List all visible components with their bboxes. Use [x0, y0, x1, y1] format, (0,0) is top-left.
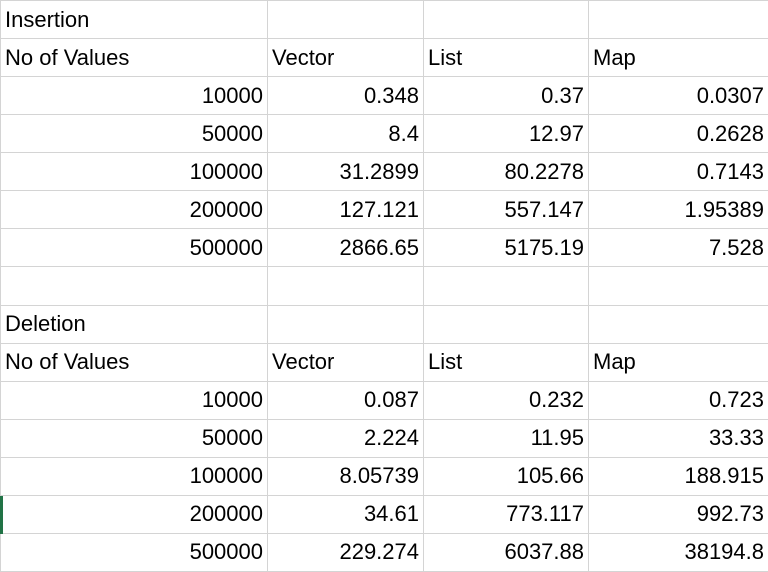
table-row: 200000 34.61 773.117 992.73	[0, 494, 768, 534]
deletion-value-cell[interactable]: 229.274	[267, 532, 424, 572]
insertion-value-cell[interactable]: 1.95389	[588, 190, 768, 230]
insertion-title-row: Insertion	[0, 0, 768, 40]
deletion-header-row: No of Values Vector List Map	[0, 342, 768, 382]
deletion-value-cell[interactable]: 773.117	[423, 494, 589, 534]
selected-cell-marker	[0, 496, 3, 534]
empty-cell[interactable]	[588, 266, 768, 306]
deletion-header-cell[interactable]: No of Values	[0, 342, 268, 382]
empty-cell[interactable]	[267, 304, 424, 344]
empty-cell[interactable]	[588, 0, 768, 40]
insertion-title-cell[interactable]: Insertion	[0, 0, 268, 40]
deletion-header-cell[interactable]: Vector	[267, 342, 424, 382]
insertion-header-cell[interactable]: Vector	[267, 38, 424, 78]
empty-cell[interactable]	[423, 266, 589, 306]
deletion-value-cell[interactable]: 500000	[0, 532, 268, 572]
insertion-value-cell[interactable]: 2866.65	[267, 228, 424, 268]
deletion-value-cell[interactable]: 188.915	[588, 456, 768, 496]
deletion-header-cell[interactable]: List	[423, 342, 589, 382]
insertion-value-cell[interactable]: 0.37	[423, 76, 589, 116]
table-row: 10000 0.087 0.232 0.723	[0, 380, 768, 420]
insertion-value-cell[interactable]: 500000	[0, 228, 268, 268]
insertion-value-cell[interactable]: 5175.19	[423, 228, 589, 268]
table-row: 50000 2.224 11.95 33.33	[0, 418, 768, 458]
deletion-value-cell[interactable]: 992.73	[588, 494, 768, 534]
insertion-value-cell[interactable]: 50000	[0, 114, 268, 154]
empty-cell[interactable]	[588, 304, 768, 344]
deletion-value-cell[interactable]: 34.61	[267, 494, 424, 534]
insertion-value-cell[interactable]: 80.2278	[423, 152, 589, 192]
deletion-value-cell[interactable]: 38194.8	[588, 532, 768, 572]
deletion-value-cell[interactable]: 100000	[0, 456, 268, 496]
deletion-value-cell[interactable]: 33.33	[588, 418, 768, 458]
insertion-value-cell[interactable]: 31.2899	[267, 152, 424, 192]
empty-cell[interactable]	[423, 304, 589, 344]
deletion-header-cell[interactable]: Map	[588, 342, 768, 382]
empty-cell[interactable]	[423, 0, 589, 40]
insertion-header-row: No of Values Vector List Map	[0, 38, 768, 78]
insertion-value-cell[interactable]: 0.348	[267, 76, 424, 116]
table-row: 500000 229.274 6037.88 38194.8	[0, 532, 768, 572]
insertion-value-cell[interactable]: 12.97	[423, 114, 589, 154]
deletion-value-cell[interactable]: 0.232	[423, 380, 589, 420]
deletion-value-cell[interactable]: 200000	[0, 494, 268, 534]
deletion-value-cell[interactable]: 105.66	[423, 456, 589, 496]
deletion-value-cell[interactable]: 50000	[0, 418, 268, 458]
insertion-value-cell[interactable]: 100000	[0, 152, 268, 192]
empty-cell[interactable]	[267, 266, 424, 306]
insertion-value-cell[interactable]: 0.0307	[588, 76, 768, 116]
insertion-value-cell[interactable]: 8.4	[267, 114, 424, 154]
empty-cell[interactable]	[0, 266, 268, 306]
deletion-title-row: Deletion	[0, 304, 768, 344]
deletion-value-cell[interactable]: 8.05739	[267, 456, 424, 496]
table-row: 100000 31.2899 80.2278 0.7143	[0, 152, 768, 192]
insertion-header-cell[interactable]: No of Values	[0, 38, 268, 78]
insertion-value-cell[interactable]: 7.528	[588, 228, 768, 268]
insertion-header-cell[interactable]: Map	[588, 38, 768, 78]
table-row: 50000 8.4 12.97 0.2628	[0, 114, 768, 154]
table-row: 10000 0.348 0.37 0.0307	[0, 76, 768, 116]
insertion-value-cell[interactable]: 0.2628	[588, 114, 768, 154]
deletion-value-cell[interactable]: 11.95	[423, 418, 589, 458]
spacer-row	[0, 266, 768, 306]
insertion-value-cell[interactable]: 200000	[0, 190, 268, 230]
insertion-value-cell[interactable]: 557.147	[423, 190, 589, 230]
deletion-value-cell[interactable]: 10000	[0, 380, 268, 420]
deletion-value-cell[interactable]: 0.087	[267, 380, 424, 420]
insertion-value-cell[interactable]: 10000	[0, 76, 268, 116]
deletion-value-cell[interactable]: 6037.88	[423, 532, 589, 572]
insertion-header-cell[interactable]: List	[423, 38, 589, 78]
table-row: 500000 2866.65 5175.19 7.528	[0, 228, 768, 268]
insertion-value-cell[interactable]: 127.121	[267, 190, 424, 230]
deletion-value-cell[interactable]: 2.224	[267, 418, 424, 458]
table-row: 200000 127.121 557.147 1.95389	[0, 190, 768, 230]
insertion-value-cell[interactable]: 0.7143	[588, 152, 768, 192]
deletion-title-cell[interactable]: Deletion	[0, 304, 268, 344]
table-row: 100000 8.05739 105.66 188.915	[0, 456, 768, 496]
deletion-value-cell[interactable]: 0.723	[588, 380, 768, 420]
empty-cell[interactable]	[267, 0, 424, 40]
